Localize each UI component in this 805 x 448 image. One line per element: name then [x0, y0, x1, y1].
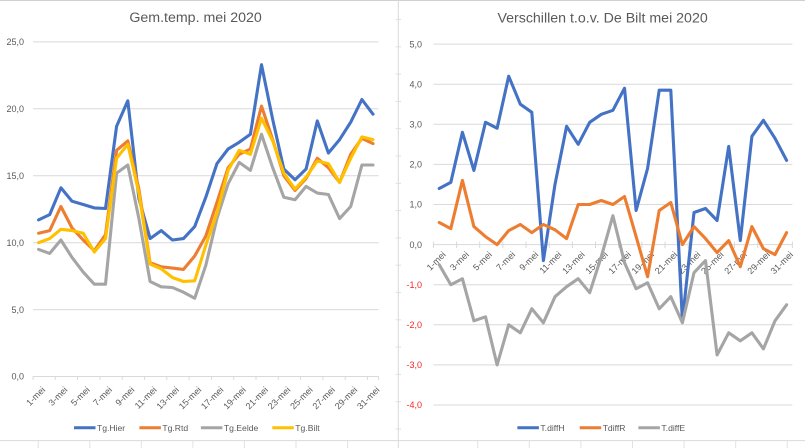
svg-text:T.diffH: T.diffH: [540, 423, 564, 433]
svg-text:Tg.Hier: Tg.Hier: [97, 423, 125, 433]
svg-text:-4,0: -4,0: [406, 400, 422, 410]
svg-text:Verschillen t.o.v. De Bilt mei: Verschillen t.o.v. De Bilt mei 2020: [497, 11, 707, 27]
svg-text:5,0: 5,0: [409, 39, 422, 49]
svg-text:Tg.Eelde: Tg.Eelde: [224, 423, 259, 433]
svg-text:3,0: 3,0: [409, 120, 422, 130]
svg-text:0,0: 0,0: [11, 372, 24, 382]
svg-text:15,0: 15,0: [6, 171, 24, 181]
svg-text:Gem.temp. mei 2020: Gem.temp. mei 2020: [129, 10, 262, 26]
svg-text:20,0: 20,0: [6, 104, 24, 114]
svg-text:4,0: 4,0: [409, 79, 422, 89]
svg-text:-2,0: -2,0: [406, 320, 422, 330]
svg-text:TdiffR: TdiffR: [603, 423, 626, 433]
svg-text:0,0: 0,0: [409, 240, 422, 250]
svg-text:-3,0: -3,0: [406, 360, 422, 370]
svg-text:25,0: 25,0: [6, 37, 24, 47]
svg-text:1,0: 1,0: [409, 200, 422, 210]
svg-text:-1,0: -1,0: [406, 280, 422, 290]
svg-text:5,0: 5,0: [11, 305, 24, 315]
svg-text:Tg.Rtd: Tg.Rtd: [162, 423, 188, 433]
svg-text:Tg.Bilt: Tg.Bilt: [295, 423, 320, 433]
svg-text:10,0: 10,0: [6, 238, 24, 248]
svg-text:T.diffE: T.diffE: [661, 423, 685, 433]
svg-text:2,0: 2,0: [409, 160, 422, 170]
